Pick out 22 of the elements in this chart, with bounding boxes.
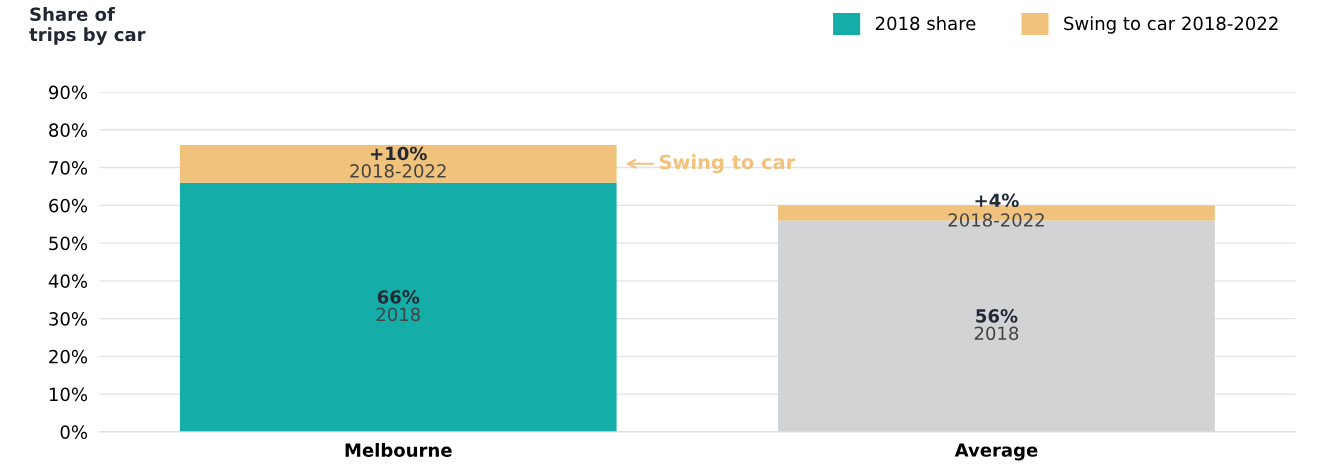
legend-label: Swing to car 2018-2022: [1064, 16, 1278, 34]
y-tick-label: 50%: [49, 236, 88, 251]
bar: [179, 144, 617, 183]
x-tick-label: Melbourne: [345, 442, 452, 457]
y-tick-label: 70%: [49, 161, 88, 175]
y-axis-title: Share of trips by car: [29, 7, 146, 45]
y-tick-label: 60%: [49, 198, 88, 213]
data-label: 66% 2018: [376, 290, 420, 322]
y-tick-label: 90%: [49, 85, 88, 100]
y-tick-label: 0%: [60, 425, 88, 439]
bar: [179, 182, 617, 432]
data-label: +4% 2018-2022: [948, 193, 1044, 227]
data-label: 56% 2018: [974, 309, 1019, 341]
y-tick-label: 10%: [49, 387, 88, 402]
y-tick-label: 40%: [48, 274, 88, 288]
data-label: +10% 2018-2022: [350, 146, 446, 178]
y-tick-label: 20%: [49, 349, 88, 364]
x-tick-label: Average: [954, 443, 1038, 461]
legend-label: 2018 share: [875, 16, 976, 31]
y-tick-label: 80%: [49, 123, 88, 137]
annotation: Swing to car: [659, 154, 796, 174]
y-tick-label: 30%: [49, 312, 88, 326]
